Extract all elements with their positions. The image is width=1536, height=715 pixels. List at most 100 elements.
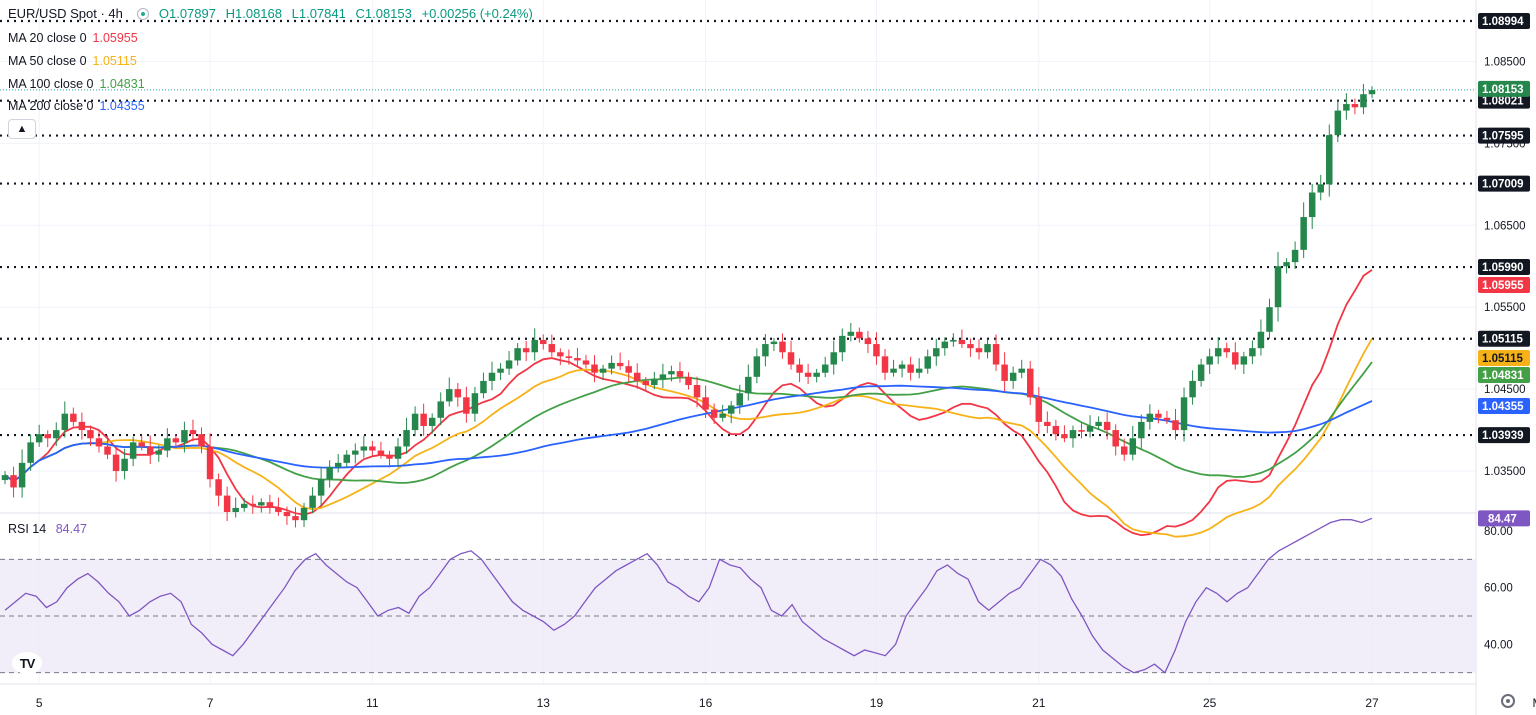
candle-body	[531, 339, 538, 353]
symbol-title[interactable]: EUR/USD Spot · 4h	[8, 6, 123, 21]
legend-ma100[interactable]: MA 100 close 0 1.04831	[8, 77, 145, 91]
price-tags: 1.08994 1.08021 1.07595 1.07009 1.05990 1.051…	[1478, 12, 1530, 527]
legend-ma200[interactable]: MA 200 close 0 1.04355	[8, 99, 145, 113]
candle-body	[1009, 372, 1017, 381]
candle-body	[514, 348, 521, 361]
candle-body	[1351, 104, 1359, 108]
candle-body	[146, 446, 154, 455]
ma100-value: 1.04831	[99, 77, 145, 91]
candle-body	[1240, 356, 1248, 365]
ohlc-change: +0.00256 (+0.24%)	[421, 6, 533, 21]
ma20-label: MA 20 close 0	[8, 31, 87, 45]
candle-body	[1052, 425, 1060, 435]
candle-body	[1368, 90, 1376, 95]
candle-body	[1112, 430, 1119, 447]
candle-body	[582, 360, 590, 365]
candle-body	[292, 516, 299, 521]
candle-body	[240, 503, 248, 508]
ma20-price-tag-bg	[1478, 277, 1530, 293]
candle-body	[1103, 421, 1111, 431]
candle-body	[1206, 356, 1213, 365]
candle-body	[1291, 249, 1299, 263]
candle-body	[95, 438, 103, 447]
candle-body	[616, 362, 624, 367]
candle-body	[847, 331, 855, 336]
candle-body	[796, 364, 803, 373]
candle-body	[1266, 307, 1273, 332]
price-tick-label: 1.03500	[1484, 466, 1526, 478]
candle-body	[1283, 262, 1290, 267]
tradingview-logo-icon[interactable]: TV	[12, 652, 42, 674]
candle-body	[839, 335, 846, 353]
gear-icon[interactable]	[1501, 694, 1515, 708]
candle-body	[992, 344, 1000, 365]
candle-body	[1326, 135, 1333, 185]
chart-header: EUR/USD Spot · 4h O1.07897 H1.08168 L1.0…	[0, 6, 539, 21]
candle-body	[1308, 192, 1316, 218]
candle-body	[275, 507, 282, 512]
time-tick-label: 19	[870, 696, 884, 710]
rsi-line-group	[4, 517, 1373, 674]
time-tick-label: 5	[36, 696, 43, 710]
ma50-price-tag-bg	[1478, 350, 1530, 366]
candle-body	[1095, 421, 1102, 426]
candle-body	[1197, 364, 1205, 381]
level-price-tag: 1.05990	[1482, 262, 1524, 274]
rsi-legend[interactable]: RSI 14 84.47	[8, 522, 87, 536]
ohlc-high: H1.08168	[225, 6, 282, 21]
candle-body	[1146, 413, 1154, 422]
candle-body	[155, 450, 163, 455]
candle-body	[61, 413, 69, 431]
rsi-label: RSI 14	[8, 522, 47, 536]
candle-body	[10, 475, 17, 488]
candle-body	[1044, 421, 1051, 426]
candle-body	[967, 344, 974, 349]
level-price-tag: 1.05115	[1482, 334, 1524, 346]
candle-body	[1189, 380, 1196, 398]
candle-body	[856, 331, 863, 339]
candle-body	[753, 356, 761, 377]
candle-body	[223, 495, 231, 512]
candlesticks	[1, 84, 1376, 528]
candle-body	[112, 454, 120, 472]
candle-body	[411, 413, 419, 431]
candle-body	[540, 339, 547, 345]
candle-body	[1018, 368, 1025, 373]
candle-body	[1129, 438, 1137, 455]
candle-body	[360, 446, 368, 451]
candle-body	[121, 458, 128, 472]
candle-body	[53, 430, 60, 439]
legend-ma20[interactable]: MA 20 close 0 1.05955	[8, 31, 138, 45]
ohlc-close: C1.08153	[355, 6, 412, 21]
candle-body	[702, 397, 709, 410]
candle-body	[933, 348, 940, 357]
last-price-tag: 1.08153	[1482, 84, 1524, 96]
candle-body	[249, 503, 257, 506]
candle-body	[480, 380, 487, 394]
legend-ma50[interactable]: MA 50 close 0 1.05115	[8, 54, 137, 68]
ma50-price-tag: 1.05115	[1482, 353, 1524, 365]
candle-body	[138, 442, 145, 447]
level-price-tag: 1.08994	[1482, 16, 1524, 28]
time-axis: 5711131619212527Mar57	[36, 696, 1536, 710]
candle-body	[266, 502, 274, 508]
ma50-label: MA 50 close 0	[8, 54, 87, 68]
candle-body	[215, 479, 222, 496]
candle-body	[890, 368, 897, 373]
candle-body	[787, 352, 795, 365]
market-status-icon	[136, 7, 149, 20]
rsi-value: 84.47	[55, 522, 87, 536]
candle-body	[1300, 217, 1307, 250]
time-tick-label: 16	[699, 696, 713, 710]
candle-body	[334, 462, 342, 467]
candle-body	[369, 446, 376, 451]
time-tick-label: Mar	[1533, 696, 1536, 710]
candle-body	[608, 362, 615, 369]
candle-body	[35, 434, 43, 443]
rsi-line	[4, 517, 1373, 674]
collapse-legend-button[interactable]: ▲	[8, 119, 36, 139]
chevron-up-icon: ▲	[16, 123, 28, 135]
level-price-tag-bg	[1478, 175, 1530, 192]
candle-body	[1334, 110, 1342, 136]
